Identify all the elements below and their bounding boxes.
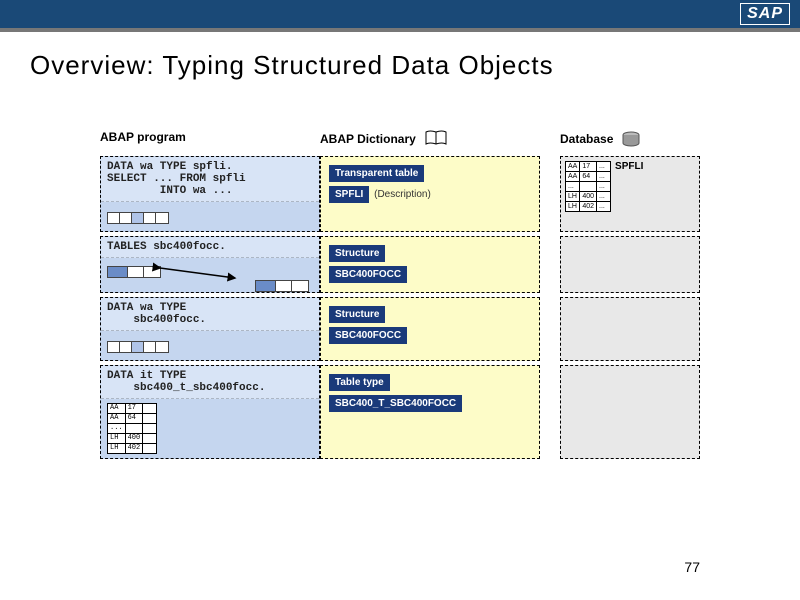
dict-badge: SBC400_T_SBC400FOCC [329,395,462,412]
dict-description: (Description) [371,189,430,200]
db-table: AA17...AA64.........LH400...LH402... [565,161,611,212]
page-title: Overview: Typing Structured Data Objects [30,50,800,81]
code-line: INTO wa ... [107,185,313,197]
dictionary-cell: Structure SBC400FOCC [320,236,540,293]
database-cell [560,236,700,293]
dict-badge: SPFLI [329,186,369,203]
code-line: sbc400focc. [107,314,313,326]
mini-table: AA17AA64...LH400LH402 [107,403,157,454]
abap-cell: TABLES sbc400focc. [100,236,320,293]
diagram-row: DATA it TYPE sbc400_t_sbc400focc. AA17AA6… [100,365,740,459]
code-line: TABLES sbc400focc. [107,241,313,253]
dictionary-cell: Structure SBC400FOCC [320,297,540,361]
diagram-container: ABAP program ABAP Dictionary Database DA… [100,130,740,463]
database-cell: AA17...AA64.........LH400...LH402...SPFL… [560,156,700,232]
abap-cell: DATA it TYPE sbc400_t_sbc400focc. AA17AA6… [100,365,320,459]
col-header-dict: ABAP Dictionary [320,130,540,148]
db-table-label: SPFLI [611,161,643,172]
dictionary-cell: Table type SBC400_T_SBC400FOCC [320,365,540,459]
diagram-row: DATA wa TYPE sbc400focc. Structure SBC400F… [100,297,740,361]
dict-badge: SBC400FOCC [329,266,407,283]
code-line: DATA wa TYPE [107,302,313,314]
struct-widget [107,212,169,224]
database-cell [560,297,700,361]
struct-widget [255,280,309,292]
abap-cell: DATA wa TYPE spfli.SELECT ... FROM spfli… [100,156,320,232]
arrow-icon [155,264,245,288]
page-number: 77 [684,559,700,575]
database-icon [621,131,641,147]
code-line: DATA it TYPE [107,370,313,382]
rows-container: DATA wa TYPE spfli.SELECT ... FROM spfli… [100,156,740,459]
col-header-db: Database [560,130,700,148]
book-icon [424,130,448,148]
database-cell [560,365,700,459]
sap-logo: SAP [740,3,790,25]
struct-widget [107,266,161,278]
dictionary-cell: Transparent table SPFLI (Description) [320,156,540,232]
diagram-row: TABLES sbc400focc. Structure SBC400FOCC [100,236,740,293]
dict-badge: Transparent table [329,165,424,182]
diagram-row: DATA wa TYPE spfli.SELECT ... FROM spfli… [100,156,740,232]
col-header-dict-label: ABAP Dictionary [320,132,416,146]
column-headers: ABAP program ABAP Dictionary Database [100,130,740,148]
code-line: DATA wa TYPE spfli. [107,161,313,173]
header-underline [0,28,800,32]
header-bar: SAP [0,0,800,28]
dict-badge: Table type [329,374,390,391]
dict-badge: Structure [329,245,385,262]
abap-cell: DATA wa TYPE sbc400focc. [100,297,320,361]
code-line: SELECT ... FROM spfli [107,173,313,185]
dict-badge: Structure [329,306,385,323]
struct-widget [107,341,169,353]
code-line: sbc400_t_sbc400focc. [107,382,313,394]
col-header-db-label: Database [560,132,613,146]
col-header-abap: ABAP program [100,130,320,148]
dict-badge: SBC400FOCC [329,327,407,344]
